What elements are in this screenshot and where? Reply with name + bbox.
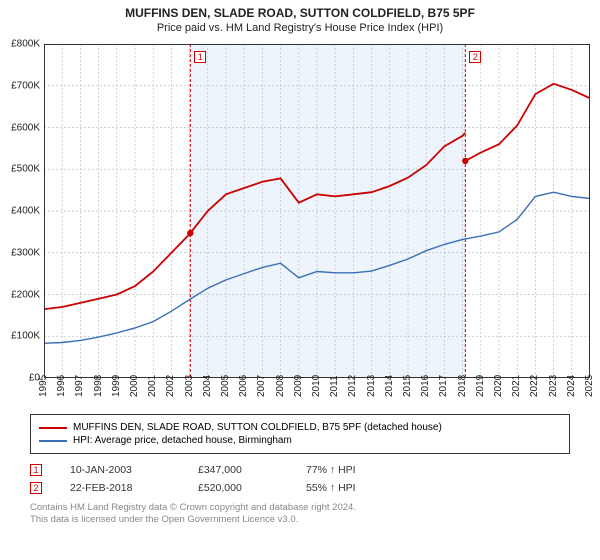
x-tick-label: 2005 (220, 375, 231, 397)
chart-title: MUFFINS DEN, SLADE ROAD, SUTTON COLDFIEL… (0, 6, 600, 20)
y-tick-label: £300K (0, 247, 40, 258)
legend: MUFFINS DEN, SLADE ROAD, SUTTON COLDFIEL… (30, 414, 570, 454)
footer-line-1: Contains HM Land Registry data © Crown c… (30, 502, 570, 514)
transaction-price: £520,000 (198, 482, 278, 494)
x-tick-label: 2007 (256, 375, 267, 397)
x-tick-label: 2025 (584, 375, 595, 397)
x-tick-label: 2003 (184, 375, 195, 397)
plot-svg (44, 44, 590, 378)
legend-swatch (39, 427, 67, 429)
transaction-price: £347,000 (198, 464, 278, 476)
x-tick-label: 2023 (548, 375, 559, 397)
x-tick-label: 1995 (38, 375, 49, 397)
transaction-date: 10-JAN-2003 (70, 464, 170, 476)
transaction-number-badge: 1 (30, 464, 42, 476)
x-tick-label: 2006 (238, 375, 249, 397)
x-tick-label: 2018 (457, 375, 468, 397)
y-tick-label: £100K (0, 331, 40, 342)
x-tick-label: 2010 (311, 375, 322, 397)
footer-line-2: This data is licensed under the Open Gov… (30, 514, 570, 526)
transaction-row: 2 22-FEB-2018 £520,000 55% ↑ HPI (30, 482, 570, 494)
y-tick-label: £700K (0, 80, 40, 91)
x-tick-label: 1999 (111, 375, 122, 397)
x-tick-label: 2013 (366, 375, 377, 397)
x-tick-label: 2012 (347, 375, 358, 397)
x-tick-label: 2016 (420, 375, 431, 397)
y-tick-label: £400K (0, 206, 40, 217)
x-tick-label: 1998 (93, 375, 104, 397)
chart-area: £0 £100K £200K £300K £400K £500K £600K £700K £80… (0, 38, 600, 408)
transaction-marker: 1 (194, 51, 206, 63)
legend-label: HPI: Average price, detached house, Birm… (73, 435, 292, 446)
y-tick-label: £600K (0, 122, 40, 133)
transaction-hpi: 55% ↑ HPI (306, 482, 356, 494)
x-tick-label: 2015 (402, 375, 413, 397)
transaction-number-badge: 2 (30, 482, 42, 494)
x-tick-label: 2009 (293, 375, 304, 397)
transaction-hpi: 77% ↑ HPI (306, 464, 356, 476)
y-tick-label: £0 (0, 373, 40, 384)
x-tick-label: 2004 (202, 375, 213, 397)
legend-swatch (39, 440, 67, 442)
x-tick-label: 1997 (74, 375, 85, 397)
x-tick-label: 1996 (56, 375, 67, 397)
x-tick-label: 2011 (329, 375, 340, 397)
x-tick-label: 2002 (165, 375, 176, 397)
x-tick-label: 2024 (566, 375, 577, 397)
x-tick-label: 2008 (275, 375, 286, 397)
x-tick-label: 2021 (511, 375, 522, 397)
footer-attribution: Contains HM Land Registry data © Crown c… (30, 502, 570, 527)
transaction-row: 1 10-JAN-2003 £347,000 77% ↑ HPI (30, 464, 570, 476)
transactions: 1 10-JAN-2003 £347,000 77% ↑ HPI 2 22-FEB-201… (30, 464, 570, 494)
chart-subtitle: Price paid vs. HM Land Registry's House … (0, 22, 600, 34)
x-tick-label: 2001 (147, 375, 158, 397)
legend-item: MUFFINS DEN, SLADE ROAD, SUTTON COLDFIEL… (39, 422, 561, 433)
x-tick-label: 2017 (438, 375, 449, 397)
y-tick-label: £500K (0, 164, 40, 175)
legend-label: MUFFINS DEN, SLADE ROAD, SUTTON COLDFIEL… (73, 422, 442, 433)
transaction-marker: 2 (469, 51, 481, 63)
x-tick-label: 2020 (493, 375, 504, 397)
x-tick-label: 2019 (475, 375, 486, 397)
x-tick-label: 2022 (529, 375, 540, 397)
legend-item: HPI: Average price, detached house, Birm… (39, 435, 561, 446)
y-tick-label: £200K (0, 289, 40, 300)
chart-header: MUFFINS DEN, SLADE ROAD, SUTTON COLDFIEL… (0, 0, 600, 38)
x-tick-label: 2014 (384, 375, 395, 397)
x-tick-label: 2000 (129, 375, 140, 397)
y-tick-label: £800K (0, 39, 40, 50)
transaction-date: 22-FEB-2018 (70, 482, 170, 494)
